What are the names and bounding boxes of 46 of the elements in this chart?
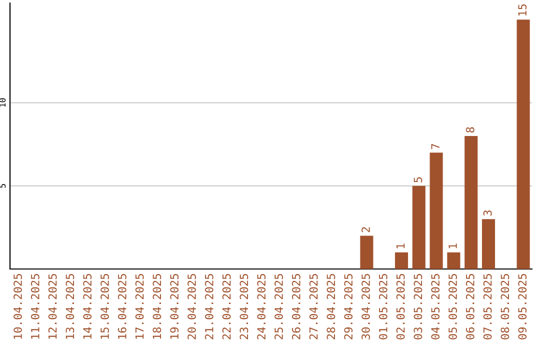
x-tick-label: 25.04.2025 — [274, 274, 283, 340]
x-tick-label: 08.05.2025 — [500, 274, 510, 340]
x-tick-label: 28.04.2025 — [326, 274, 336, 340]
x-tick-label: 20.04.2025 — [188, 274, 196, 340]
bar — [464, 136, 478, 269]
data-label: 2 — [362, 227, 370, 232]
x-tick-label: 18.04.2025 — [152, 274, 162, 339]
x-tick-label: 05.05.2025 — [448, 274, 457, 340]
bar — [394, 252, 408, 269]
data-label: 3 — [483, 210, 492, 216]
x-tick-label: 13.04.2025 — [66, 274, 74, 339]
x-tick-label: 27.04.2025 — [309, 274, 318, 340]
x-tick-label: 22.04.2025 — [222, 274, 231, 340]
x-tick-label: 10.04.2025 — [14, 274, 22, 339]
bar — [360, 236, 374, 269]
x-tick-label: 24.04.2025 — [257, 274, 266, 340]
x-tick-label: 02.05.2025 — [396, 274, 405, 340]
x-tick-label: 04.05.2025 — [431, 274, 440, 340]
x-tick-label: 09.05.2025 — [518, 274, 527, 340]
data-label: 5 — [414, 177, 422, 182]
x-tick-label: 14.04.2025 — [83, 274, 92, 339]
x-tick-label: 23.04.2025 — [240, 274, 248, 340]
bar — [412, 186, 426, 269]
bar — [482, 219, 496, 269]
x-tick-label: 19.04.2025 — [170, 274, 179, 339]
data-label: 7 — [431, 144, 440, 150]
x-tick-label: 11.04.2025 — [30, 274, 40, 339]
data-label: 15 — [518, 4, 527, 16]
x-tick-label: 21.04.2025 — [204, 274, 214, 340]
x-tick-label: 29.04.2025 — [344, 274, 353, 340]
x-tick-label: 30.04.2025 — [362, 274, 370, 340]
x-tick-label: 07.05.2025 — [483, 274, 492, 340]
data-label: 1 — [448, 244, 457, 248]
bar — [447, 252, 460, 269]
bar — [430, 152, 443, 269]
x-tick-label: 01.05.2025 — [378, 274, 388, 340]
x-tick-label: 06.05.2025 — [466, 274, 474, 340]
bar — [516, 20, 530, 269]
data-label: 1 — [396, 244, 405, 248]
x-tick-label: 03.05.2025 — [414, 274, 422, 340]
x-tick-label: 17.04.2025 — [135, 274, 144, 339]
data-label: 8 — [466, 127, 474, 133]
x-tick-label: 15.04.2025 — [100, 274, 109, 339]
x-tick-label: 26.04.2025 — [292, 274, 300, 340]
x-tick-label: 12.04.2025 — [48, 274, 57, 339]
x-tick-label: 16.04.2025 — [118, 274, 126, 339]
